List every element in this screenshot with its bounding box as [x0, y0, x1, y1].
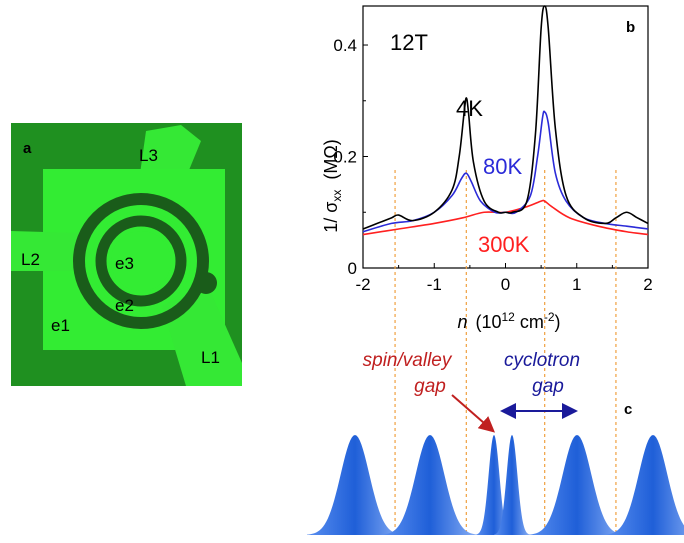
- cyclotron-label-2: gap: [532, 376, 564, 397]
- contact-dot: [195, 272, 217, 294]
- y-tick-label: 0: [348, 259, 357, 278]
- x-tick-label: 0: [501, 275, 510, 294]
- panel-b-chart: -2 -1 0 1 200.20.4: [333, 5, 653, 535]
- x-tick-label: 2: [643, 275, 652, 294]
- landau-level-peak: [382, 435, 478, 535]
- label-e1: e1: [51, 316, 70, 335]
- x-axis-exp2: -2: [544, 310, 555, 324]
- cyclotron-label-1: cyclotron: [504, 350, 580, 371]
- x-axis-var: n: [457, 312, 467, 332]
- y-tick-label: 0.2: [333, 148, 357, 167]
- panel-b-letter: b: [626, 19, 635, 36]
- x-axis-label: n (1012 cm-2): [457, 310, 560, 332]
- y-axis-label-main: 1/ σ: [321, 202, 341, 233]
- y-axis-label-sub: xx: [330, 190, 344, 202]
- x-tick-label: 1: [572, 275, 581, 294]
- x-axis-unit: (10: [475, 312, 501, 332]
- landau-level-peak: [605, 435, 684, 535]
- contact-e3: [111, 231, 171, 291]
- outer-ring: [73, 193, 209, 329]
- panel-a-letter: a: [23, 140, 32, 157]
- series-line-300k: [362, 199, 649, 236]
- field-label: 12T: [390, 30, 428, 55]
- y-tick-label: 0.4: [333, 36, 357, 55]
- landau-level-peak: [307, 435, 403, 535]
- panel-c-diagram: [307, 435, 684, 535]
- series-label-4k: 4K: [456, 96, 483, 121]
- y-axis-label-unit: (MΩ): [321, 139, 341, 179]
- svg-text:1/ σxx(MΩ): 1/ σxx (MΩ): [321, 139, 344, 233]
- label-l1: L1: [201, 348, 220, 367]
- spin-valley-arrow: [451, 394, 496, 433]
- series-line-4k: [362, 5, 649, 230]
- panel-c-letter: c: [624, 401, 632, 418]
- label-e3: e3: [115, 254, 134, 273]
- label-e2: e2: [115, 296, 134, 315]
- inner-ring: [95, 215, 187, 307]
- series-label-300k: 300K: [478, 232, 530, 257]
- landau-level-peak: [494, 435, 530, 535]
- landau-level-peak: [476, 435, 512, 535]
- label-l3: L3: [139, 146, 158, 165]
- panel-a-micrograph: a L3 L2 e3 e2 e1 L1: [11, 123, 242, 386]
- x-axis-close: ): [555, 312, 561, 332]
- x-tick-label: -1: [427, 275, 442, 294]
- label-l2: L2: [21, 250, 40, 269]
- lead-l1: [161, 293, 242, 386]
- x-tick-label: -2: [355, 275, 370, 294]
- lead-l2: [11, 231, 91, 271]
- spin-valley-label-1: spin/valley: [363, 350, 453, 371]
- x-axis-tail: cm: [515, 312, 544, 332]
- landau-level-peak: [529, 435, 625, 535]
- y-axis-label: 1/ σxx (MΩ): [321, 139, 344, 233]
- x-axis-exp: 12: [502, 310, 516, 324]
- series-label-80k: 80K: [483, 154, 522, 179]
- spin-valley-label-2: gap: [414, 376, 446, 397]
